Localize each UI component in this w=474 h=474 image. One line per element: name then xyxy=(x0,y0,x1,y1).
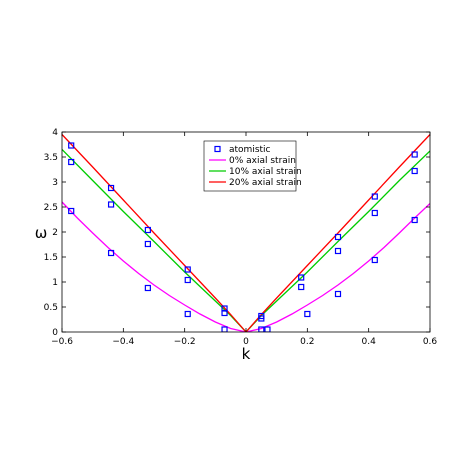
data-point-atomistic xyxy=(371,256,378,264)
data-point-atomistic xyxy=(68,207,75,215)
data-point-atomistic xyxy=(107,184,115,192)
data-point-atomistic xyxy=(184,310,191,318)
data-point-atomistic xyxy=(334,233,342,241)
y-tick-label: 1.5 xyxy=(44,253,58,263)
data-point-atomistic xyxy=(221,326,228,332)
data-point-atomistic xyxy=(107,201,115,208)
data-point-atomistic xyxy=(371,209,378,217)
x-tick-label: 0.4 xyxy=(362,337,377,347)
x-tick-label: 0 xyxy=(243,337,249,347)
data-point-atomistic xyxy=(144,240,151,248)
data-point-atomistic xyxy=(144,226,151,234)
legend-box xyxy=(203,140,297,192)
y-tick-label: 0.5 xyxy=(44,303,58,313)
data-point-atomistic xyxy=(264,326,271,332)
legend-entry-0-axial-strain: 0% axial strain xyxy=(229,156,296,166)
data-point-atomistic xyxy=(411,167,418,175)
data-point-atomistic xyxy=(68,158,75,166)
legend-entry-20-axial-strain: 20% axial strain xyxy=(229,178,302,188)
y-tick-label: 4 xyxy=(52,128,58,138)
data-point-atomistic xyxy=(334,247,342,255)
y-tick-label: 2 xyxy=(52,228,58,238)
data-point-atomistic xyxy=(184,266,191,273)
series-line-0-axial-strain xyxy=(62,201,430,332)
x-tick-label: 0.2 xyxy=(300,337,314,347)
x-tick-label: −0.2 xyxy=(174,337,196,347)
y-tick-label: 0 xyxy=(52,328,58,338)
data-point-atomistic xyxy=(184,276,191,284)
x-axis-label: k xyxy=(242,345,251,363)
y-tick-label: 3.5 xyxy=(44,153,58,163)
data-point-atomistic xyxy=(304,310,311,318)
x-tick-label: −0.4 xyxy=(112,337,134,347)
x-tick-label: 0.6 xyxy=(423,337,438,347)
data-point-atomistic xyxy=(298,283,305,291)
data-point-atomistic xyxy=(107,249,115,257)
data-point-atomistic xyxy=(334,290,342,298)
y-tick-label: 1 xyxy=(52,278,58,288)
y-axis-label: ω xyxy=(35,224,48,242)
data-point-atomistic xyxy=(144,284,151,292)
data-point-atomistic xyxy=(411,151,418,158)
data-point-atomistic xyxy=(298,274,305,281)
data-point-atomistic xyxy=(68,142,75,149)
legend-entry-10-axial-strain: 10% axial strain xyxy=(229,167,302,177)
data-point-atomistic xyxy=(371,193,378,200)
legend-marker xyxy=(214,145,221,153)
y-tick-label: 3 xyxy=(52,178,58,188)
data-point-atomistic xyxy=(411,216,418,224)
data-point-atomistic xyxy=(258,326,265,332)
plot-area xyxy=(62,134,430,332)
series-line-10-axial-strain xyxy=(62,149,430,332)
y-tick-label: 2.5 xyxy=(44,203,58,213)
x-tick-label: −0.6 xyxy=(51,337,73,347)
axes: −0.6 −0.4 −0.2 0 0.2 0.4 0.6 0 0.5 1 1.5 2 2.5 3 3.5 4 k… xyxy=(35,128,438,363)
data-point-atomistic xyxy=(221,305,228,312)
series-line-20-axial-strain xyxy=(62,134,430,332)
data-point-atomistic xyxy=(258,312,265,320)
legend-entry-atomistic: atomistic xyxy=(229,145,271,155)
